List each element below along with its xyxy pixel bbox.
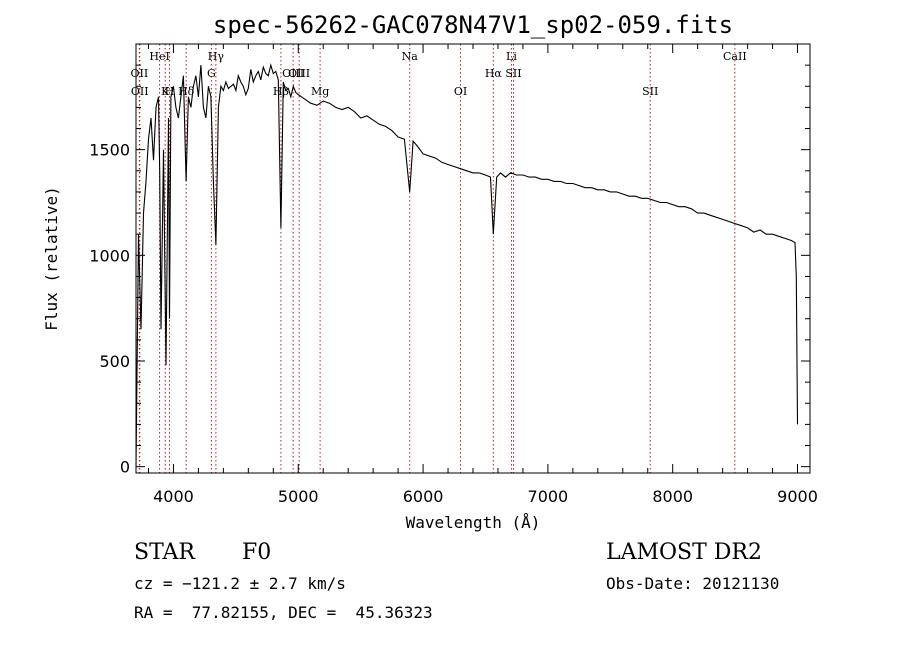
spectral-line-label: Li <box>506 50 517 63</box>
y-axis-label: Flux (relative) <box>42 186 61 331</box>
spectral-line-label: Mg <box>311 85 329 98</box>
spectral-line-label: SII <box>505 67 521 80</box>
x-tick-label: 5000 <box>278 487 319 506</box>
x-tick-label: 4000 <box>153 487 194 506</box>
x-tick-label: 9000 <box>777 487 818 506</box>
spectral-line-label: OIII <box>288 67 310 80</box>
spectral-line-label: H <box>165 85 175 98</box>
spectral-line-label: Na <box>402 50 419 63</box>
plot-frame <box>135 43 811 474</box>
spectral-line-label: Hα <box>485 67 503 80</box>
spectral-line-label: SII <box>642 85 658 98</box>
y-tick-label: 1000 <box>89 246 130 265</box>
redshift-velocity: cz = −121.2 ± 2.7 km/s <box>134 574 346 593</box>
spectral-line-label: K <box>161 85 170 98</box>
object-subclass: F0 <box>242 540 272 565</box>
y-tick-label: 1500 <box>89 141 130 160</box>
observation-date: Obs-Date: 20121130 <box>606 574 780 593</box>
x-axis-label: Wavelength (Å) <box>406 513 541 532</box>
spectral-line-label: Hγ <box>208 50 225 63</box>
survey-name: LAMOST DR2 <box>606 540 762 565</box>
chart-title: spec-56262-GAC078N47V1_sp02-059.fits <box>213 11 733 39</box>
x-tick-label: 6000 <box>403 487 444 506</box>
spectral-line-label: HeI <box>149 50 169 63</box>
spectral-line-label: Hβ <box>273 85 289 98</box>
y-tick-label: 500 <box>99 352 130 371</box>
x-tick-label: 7000 <box>528 487 569 506</box>
object-class: STAR <box>134 540 195 565</box>
spectral-line-label: CaII <box>723 50 747 63</box>
spectral-line-label: OI <box>454 85 467 98</box>
x-tick-label: 8000 <box>652 487 693 506</box>
spectral-line-label: G <box>207 67 216 80</box>
sky-coordinates: RA = 77.82155, DEC = 45.36323 <box>134 603 433 622</box>
spectral-line-label: OII <box>131 85 149 98</box>
y-tick-label: 0 <box>120 458 130 477</box>
spectrum-series-line <box>135 62 799 467</box>
